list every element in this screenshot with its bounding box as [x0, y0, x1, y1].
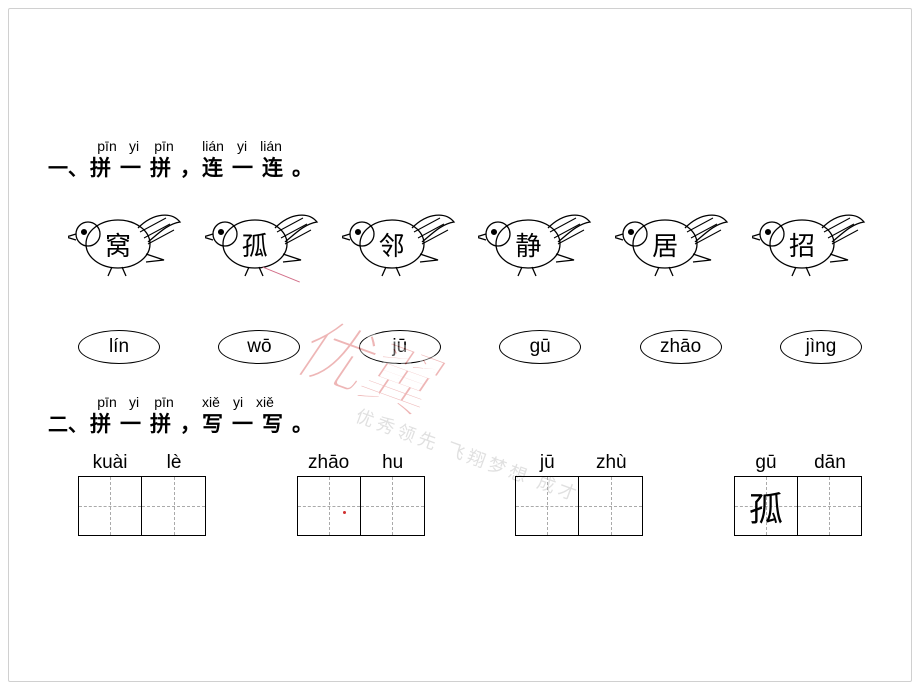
pinyin-oval: gū: [499, 330, 581, 364]
pinyin-oval: zhāo: [640, 330, 722, 364]
box-group: zhāo hu: [297, 452, 425, 536]
boxes-row: kuài lè zhāo hu jū zhù: [78, 452, 862, 536]
bird-char: 居: [647, 226, 683, 262]
worksheet-content: 优翼 优秀领先 飞翔梦想 成才 pīn yi pīn lián yi lián …: [8, 8, 912, 682]
bird-item: 居: [615, 204, 735, 282]
bird-char: 静: [510, 226, 546, 262]
bird-char: 窝: [100, 226, 136, 262]
tianzige-cell: [515, 476, 579, 536]
bird-item: 邻: [342, 204, 462, 282]
tianzige-cell: [798, 476, 862, 536]
bird-item: 招: [752, 204, 872, 282]
bird-item: 孤: [205, 204, 325, 282]
box-group: gū dān 孤: [734, 452, 862, 536]
exercise2-heading: pīn yi pīn xiě yi xiě 二、 拼 一 拼 ， 写 一 写 。: [48, 394, 912, 438]
tianzige-cell: 孤: [734, 476, 798, 536]
tianzige-cell: [361, 476, 425, 536]
exercise1-heading: pīn yi pīn lián yi lián 一、 拼 一 拼 ， 连 一 连…: [48, 138, 912, 182]
box-pair: [515, 476, 643, 536]
box-pair: [297, 476, 425, 536]
box-labels: kuài lè: [78, 452, 206, 474]
pinyin-oval: jū: [359, 330, 441, 364]
exercise1-zh: 一、 拼 一 拼 ， 连 一 连 。: [48, 152, 912, 182]
tianzige-cell: [579, 476, 643, 536]
bird-char: 招: [784, 226, 820, 262]
tianzige-cell: [78, 476, 142, 536]
box-labels: jū zhù: [515, 452, 643, 474]
box-labels: gū dān: [734, 452, 862, 474]
box-group: kuài lè: [78, 452, 206, 536]
exercise2-zh: 二、 拼 一 拼 ， 写 一 写 。: [48, 408, 912, 438]
ovals-row: lín wō jū gū zhāo jìng: [78, 330, 862, 364]
box-labels: zhāo hu: [297, 452, 425, 474]
bird-char: 邻: [374, 226, 410, 262]
bird-char: 孤: [237, 226, 273, 262]
box-pair: 孤: [734, 476, 862, 536]
bird-item: 窝: [68, 204, 188, 282]
bird-item: 静: [478, 204, 598, 282]
pinyin-oval: jìng: [780, 330, 862, 364]
box-group: jū zhù: [515, 452, 643, 536]
box-pair: [78, 476, 206, 536]
pinyin-oval: wō: [218, 330, 300, 364]
birds-row: 窝 孤 邻 静 居 招: [68, 204, 872, 282]
pinyin-oval: lín: [78, 330, 160, 364]
tianzige-cell: [297, 476, 361, 536]
tianzige-cell: [142, 476, 206, 536]
stroke-dot: [343, 511, 346, 514]
